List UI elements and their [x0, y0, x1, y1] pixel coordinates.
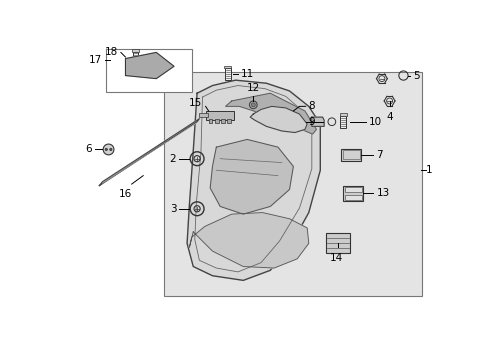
- Bar: [225, 68, 230, 80]
- Bar: [221, 120, 224, 123]
- Text: 6: 6: [85, 144, 91, 154]
- Text: 13: 13: [376, 188, 389, 198]
- Text: 17: 17: [89, 55, 102, 65]
- Text: 8: 8: [308, 101, 315, 111]
- Bar: [133, 52, 138, 61]
- Bar: [325, 233, 349, 253]
- Text: 15: 15: [189, 98, 202, 108]
- Text: 11: 11: [241, 69, 254, 79]
- Bar: [226, 120, 230, 123]
- Text: 14: 14: [329, 253, 343, 263]
- Bar: [344, 187, 361, 192]
- Circle shape: [249, 101, 257, 109]
- Polygon shape: [210, 139, 293, 214]
- Bar: [224, 66, 231, 68]
- Text: 9: 9: [308, 117, 315, 127]
- Circle shape: [105, 148, 107, 150]
- Polygon shape: [225, 93, 316, 134]
- Polygon shape: [189, 213, 308, 268]
- Text: 10: 10: [368, 117, 381, 127]
- Bar: [214, 120, 218, 123]
- Text: 12: 12: [246, 83, 260, 93]
- Polygon shape: [125, 53, 174, 78]
- Circle shape: [251, 103, 255, 107]
- Bar: [163, 72, 421, 296]
- Polygon shape: [99, 119, 199, 186]
- Text: 4: 4: [386, 112, 392, 122]
- Circle shape: [103, 144, 114, 155]
- Bar: [132, 49, 138, 52]
- Circle shape: [109, 148, 112, 150]
- Text: 2: 2: [169, 154, 176, 164]
- Bar: [342, 150, 359, 159]
- Bar: [343, 186, 363, 201]
- Text: 5: 5: [412, 71, 419, 81]
- Bar: [206, 111, 234, 120]
- Polygon shape: [250, 106, 306, 132]
- Bar: [344, 195, 361, 200]
- Text: 18: 18: [104, 48, 118, 58]
- Bar: [198, 113, 207, 117]
- Text: 3: 3: [169, 204, 176, 214]
- Text: 1: 1: [425, 165, 432, 175]
- Bar: [106, 49, 192, 92]
- Bar: [208, 120, 212, 123]
- Polygon shape: [187, 80, 320, 280]
- Bar: [339, 113, 346, 116]
- Bar: [341, 149, 360, 161]
- Polygon shape: [311, 117, 324, 126]
- Bar: [340, 116, 346, 128]
- Text: 7: 7: [376, 150, 383, 160]
- Text: 16: 16: [119, 189, 132, 199]
